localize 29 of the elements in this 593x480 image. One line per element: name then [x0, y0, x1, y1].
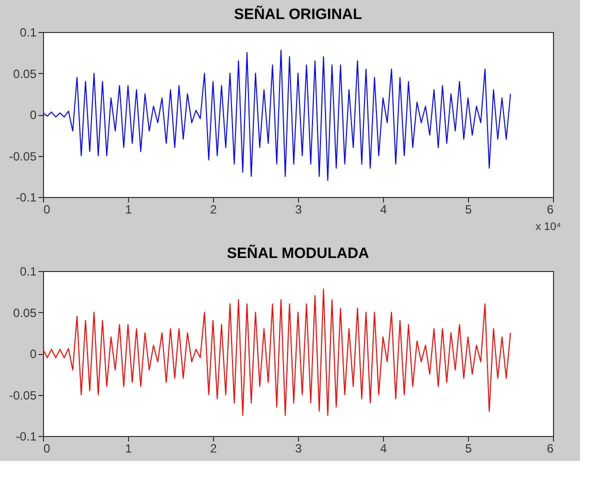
x-tick-label: 0 [44, 202, 50, 216]
x-tick-label: 3 [295, 202, 302, 216]
y-tick-label: 0 [30, 347, 37, 361]
y-tick-label: -0.1 [16, 430, 37, 444]
y-tick-label: 0.1 [20, 26, 37, 40]
x-tick-label: 6 [546, 442, 554, 456]
y-tick-label: 0 [30, 108, 37, 122]
line-series [43, 288, 511, 416]
text: x 10⁴ [535, 221, 562, 233]
x-tick-label: 1 [125, 442, 132, 456]
x-tick-label: 0 [44, 442, 50, 456]
x-tick-label: 5 [465, 202, 472, 216]
x-tick-label: 6 [546, 202, 554, 216]
y-tick-label: -0.1 [16, 190, 37, 204]
x-tick-label: 4 [380, 442, 388, 456]
y-tick-label: 0.05 [13, 306, 37, 320]
y-tick-label: 0.05 [13, 66, 37, 81]
y-tick-label: 0.1 [20, 264, 37, 278]
chart-title: SEÑAL ORIGINAL [234, 5, 362, 23]
x-tick-label: 1 [125, 202, 132, 216]
y-tick-label: -0.05 [9, 388, 37, 402]
x-tick-label: 5 [465, 442, 472, 456]
x-tick-label: 4 [380, 202, 388, 216]
chart-title: SEÑAL MODULADA [226, 244, 370, 262]
x-tick-label: 3 [295, 442, 302, 456]
x-tick-label: 2 [210, 442, 218, 456]
x-tick-label: 2 [210, 202, 218, 216]
line-series [43, 50, 511, 181]
y-tick-label: -0.05 [9, 149, 37, 164]
